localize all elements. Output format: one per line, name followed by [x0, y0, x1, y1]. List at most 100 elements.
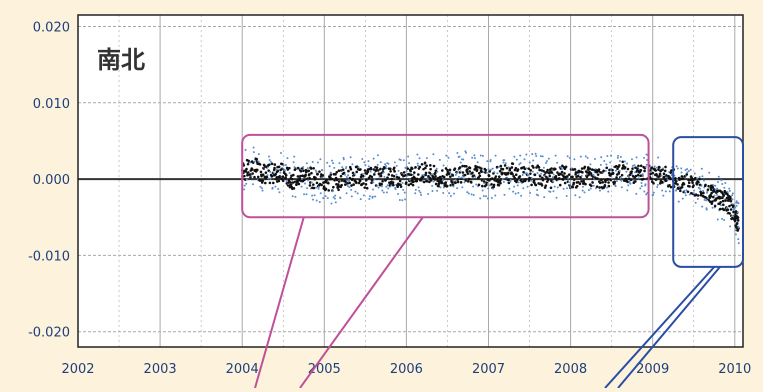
data-point — [425, 164, 428, 168]
data-point — [243, 178, 247, 181]
data-point — [434, 182, 438, 186]
data-point — [412, 173, 415, 176]
data-point — [578, 182, 582, 186]
data-point — [626, 189, 629, 192]
data-point — [288, 166, 291, 170]
data-point — [332, 162, 335, 165]
data-point — [416, 153, 419, 156]
data-point — [607, 181, 610, 184]
data-point — [363, 161, 366, 164]
data-point — [318, 170, 321, 173]
data-point — [678, 189, 682, 193]
data-point — [503, 159, 506, 162]
data-point — [607, 184, 611, 188]
data-point — [716, 187, 719, 190]
data-point — [479, 197, 482, 200]
data-point — [492, 187, 495, 190]
data-point — [431, 189, 434, 192]
data-point — [583, 165, 587, 169]
data-point — [424, 173, 427, 177]
data-point — [448, 192, 451, 195]
data-point — [405, 165, 408, 168]
data-point — [588, 170, 591, 174]
data-point — [472, 185, 475, 188]
data-point — [357, 166, 360, 169]
data-point — [342, 158, 345, 161]
data-point — [341, 168, 345, 171]
data-point — [475, 183, 478, 186]
data-point — [308, 184, 312, 187]
data-point — [453, 192, 456, 195]
data-point — [412, 171, 416, 174]
data-point — [530, 183, 533, 187]
callout-line — [617, 266, 721, 389]
data-point — [695, 182, 699, 186]
data-point — [735, 204, 738, 207]
data-point — [481, 184, 484, 188]
data-point — [476, 161, 479, 164]
data-point — [714, 188, 717, 191]
data-point — [615, 180, 618, 183]
data-point — [514, 173, 518, 176]
data-point — [438, 181, 441, 184]
data-point — [717, 175, 720, 178]
data-point — [338, 162, 341, 165]
data-point — [456, 187, 459, 190]
data-point — [507, 181, 511, 185]
data-point — [585, 175, 589, 179]
data-point — [676, 178, 679, 181]
data-point — [652, 191, 655, 194]
data-point — [699, 187, 702, 190]
data-point — [656, 183, 659, 186]
data-point — [552, 180, 555, 183]
data-point — [435, 167, 438, 170]
data-point — [703, 179, 706, 182]
data-point — [296, 180, 299, 184]
data-point — [616, 156, 619, 159]
data-point — [362, 182, 365, 185]
data-point — [715, 193, 718, 196]
data-point — [598, 181, 602, 185]
data-point — [350, 188, 353, 191]
data-point — [264, 171, 268, 174]
data-point — [732, 204, 735, 207]
data-point — [251, 168, 254, 171]
data-point — [393, 161, 396, 164]
data-point — [403, 191, 406, 194]
data-point — [336, 183, 340, 186]
data-point — [662, 194, 665, 197]
data-point — [701, 205, 704, 208]
data-point — [452, 185, 455, 188]
data-point — [680, 175, 684, 178]
data-point — [453, 167, 457, 170]
data-point — [351, 177, 355, 181]
data-point — [457, 175, 460, 178]
data-point — [409, 182, 413, 186]
data-point — [316, 161, 319, 164]
data-point — [504, 162, 507, 165]
data-point — [596, 173, 600, 176]
data-point — [429, 167, 432, 171]
data-point — [513, 185, 516, 188]
data-point — [634, 180, 637, 183]
y-tick-labels: 0.020 0.010 0.000 -0.010 -0.020 — [28, 20, 70, 340]
data-point — [609, 178, 613, 182]
data-point — [666, 178, 669, 181]
data-point — [303, 193, 306, 196]
data-point — [522, 187, 525, 190]
data-point — [364, 163, 367, 166]
data-point — [608, 168, 611, 172]
data-point — [267, 177, 270, 180]
data-point — [602, 169, 605, 173]
data-point — [736, 229, 740, 232]
data-point — [397, 169, 400, 172]
data-point — [541, 176, 544, 180]
data-point — [458, 155, 461, 158]
data-point — [361, 172, 364, 175]
data-point — [418, 189, 421, 192]
data-point — [255, 157, 258, 161]
data-point — [705, 199, 708, 202]
data-point — [311, 160, 314, 163]
data-point — [660, 174, 663, 177]
data-point — [370, 175, 374, 179]
